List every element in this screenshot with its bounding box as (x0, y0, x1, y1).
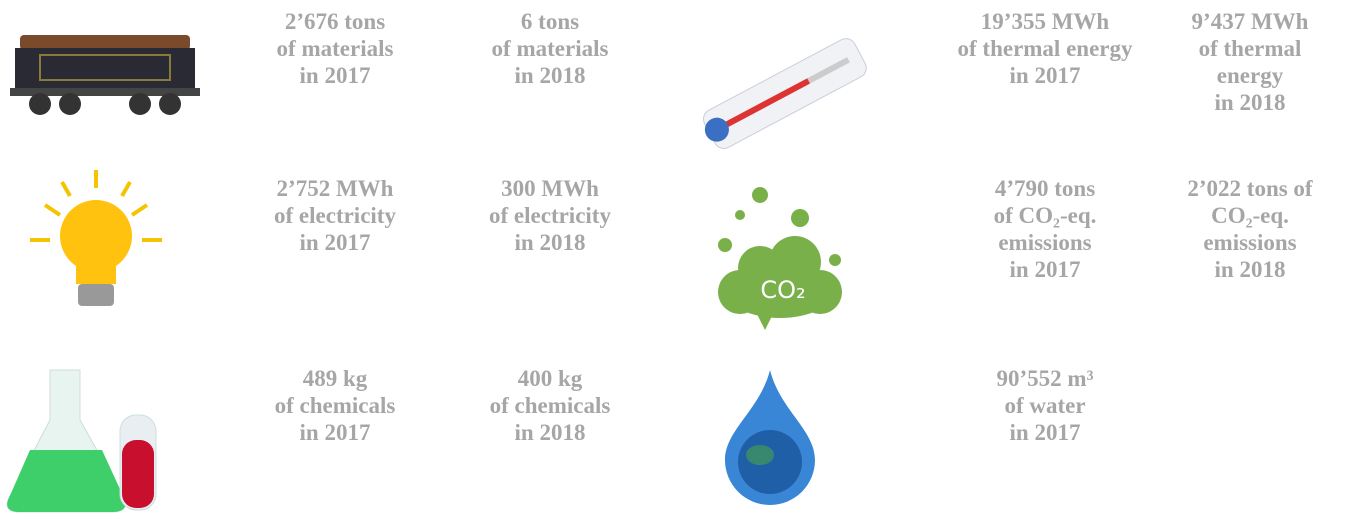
stat-line: of materials (235, 35, 435, 62)
co2-icon-text: CO₂ (760, 276, 805, 304)
stat-line: CO₂-eq. (1150, 202, 1350, 229)
stat-line: in 2017 (235, 62, 435, 89)
stat-line: of materials (450, 35, 650, 62)
stat-line: 300 MWh (450, 175, 650, 202)
stat-line: in 2018 (450, 62, 650, 89)
stat-line: in 2017 (945, 62, 1145, 89)
stat-line: of chemicals (235, 392, 435, 419)
stat-line: in 2017 (235, 419, 435, 446)
stat-line: in 2017 (945, 419, 1145, 446)
water-icon (725, 370, 815, 505)
stat-line: of water (945, 392, 1145, 419)
stat-line: of thermal (1150, 35, 1350, 62)
stat-line: 4’790 tons (945, 175, 1145, 202)
bulb-icon (30, 170, 162, 306)
stat-line: emissions (945, 229, 1145, 256)
thermometer-icon (696, 35, 869, 154)
chemicals-icon (7, 370, 156, 512)
stat-line: in 2017 (235, 229, 435, 256)
stat-line: in 2018 (450, 419, 650, 446)
stat-line: in 2018 (450, 229, 650, 256)
stat-line: of thermal energy (945, 35, 1145, 62)
stat-line: in 2017 (945, 256, 1145, 283)
stat-line: 2’676 tons (235, 8, 435, 35)
stat-line: of chemicals (450, 392, 650, 419)
co2-icon (718, 187, 842, 330)
stat-line: of CO₂-eq. (945, 202, 1145, 229)
stat-line: 90’552 m³ (945, 365, 1145, 392)
stat-line: 6 tons (450, 8, 650, 35)
stat-line: energy (1150, 62, 1350, 89)
stat-line: in 2018 (1150, 256, 1350, 283)
stat-line: 2’022 tons of (1150, 175, 1350, 202)
stat-line: 19’355 MWh (945, 8, 1145, 35)
stat-line: 2’752 MWh (235, 175, 435, 202)
wagon-icon (10, 35, 200, 115)
stat-line: in 2018 (1150, 89, 1350, 116)
stat-line: 489 kg (235, 365, 435, 392)
stat-line: of electricity (450, 202, 650, 229)
stat-line: emissions (1150, 229, 1350, 256)
stat-line: 9’437 MWh (1150, 8, 1350, 35)
stat-line: of electricity (235, 202, 435, 229)
page: CO₂ (() => { const data = JSON.parse(doc… (0, 0, 1354, 521)
stat-line: 400 kg (450, 365, 650, 392)
